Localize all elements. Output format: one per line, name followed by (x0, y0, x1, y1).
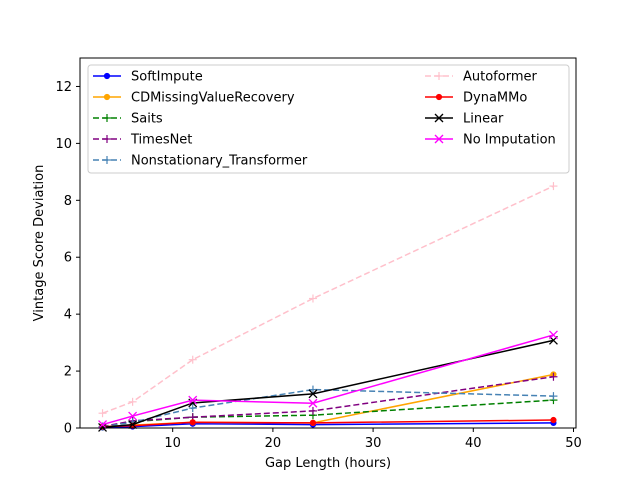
legend-item-timesnet: TimesNet (93, 133, 192, 148)
data-point-no-imputation (98, 420, 108, 430)
data-point-autoformer (308, 294, 317, 303)
legend-label: TimesNet (130, 133, 192, 148)
legend-label: CDMissingValueRecovery (131, 91, 295, 106)
legend: SoftImpute CDMissingValueRecovery Saits Tim… (87, 64, 570, 174)
series-no-imputation (98, 330, 558, 430)
x-tick-label: 20 (265, 436, 282, 451)
plot-frame (79, 57, 577, 429)
legend-marker (435, 93, 443, 101)
y-tick-label: 2 (64, 365, 72, 380)
legend-marker (103, 135, 111, 143)
legend-label: Saits (131, 112, 163, 127)
legend-marker (103, 114, 111, 122)
legend-marker (434, 134, 444, 144)
legend-item-cdmissingvaluerecovery: CDMissingValueRecovery (93, 91, 295, 106)
y-tick-label: 6 (64, 251, 72, 266)
legend-box (87, 64, 570, 174)
data-point-no-imputation (308, 398, 318, 408)
data-point-no-imputation (188, 395, 198, 405)
y-tick-label: 12 (55, 80, 72, 95)
legend-marker (103, 156, 111, 164)
y-axis-label: Vintage Score Deviation (32, 165, 47, 322)
legend-label: Nonstationary_Transformer (131, 154, 308, 169)
y-tick-label: 4 (64, 308, 72, 323)
data-point-linear (128, 420, 138, 430)
legend-item-linear: Linear (425, 112, 504, 127)
legend-item-saits: Saits (93, 112, 163, 127)
data-point-nonstationary-transformer (188, 404, 197, 413)
data-point-timesnet (549, 372, 558, 381)
data-point-linear (308, 389, 318, 399)
x-tick-label: 10 (164, 436, 181, 451)
series-timesnet (98, 372, 558, 431)
legend-label: SoftImpute (131, 70, 203, 85)
legend-item-softimpute: SoftImpute (93, 70, 203, 85)
legend-label: Linear (463, 112, 504, 127)
data-point-nonstationary-transformer (308, 385, 317, 394)
data-point-linear (98, 422, 108, 432)
legend-marker (103, 72, 111, 80)
x-axis-label: Gap Length (hours) (265, 456, 391, 471)
legend-label: DynaMMo (463, 91, 527, 106)
legend-label: Autoformer (463, 70, 537, 85)
data-point-dynammo (550, 416, 557, 424)
legend-marker (103, 93, 111, 101)
data-point-nonstationary-transformer (549, 392, 558, 401)
series-line-autoformer (102, 185, 554, 414)
data-point-dynammo (309, 419, 317, 426)
y-tick-label: 10 (55, 137, 72, 152)
data-point-no-imputation (128, 411, 138, 421)
y-tick-label: 0 (64, 422, 72, 437)
y-axis: 0 2 4 6 8 10 12 (55, 80, 80, 437)
x-axis: 10 20 30 40 50 (164, 428, 582, 451)
legend-item-nonstationary-transformer: Nonstationary_Transformer (93, 154, 308, 169)
series-autoformer (98, 182, 558, 418)
data-point-no-imputation (548, 330, 558, 340)
data-point-timesnet (308, 406, 317, 415)
series-linear (98, 335, 558, 432)
y-tick-label: 8 (64, 194, 72, 209)
legend-marker (434, 113, 444, 123)
legend-marker (435, 72, 443, 80)
legend-label: No Imputation (463, 133, 556, 148)
legend-item-dynammo: DynaMMo (425, 91, 527, 106)
legend-item-no-imputation: No Imputation (425, 133, 556, 148)
plot-series-layer (98, 182, 558, 432)
x-tick-label: 50 (565, 436, 582, 451)
data-point-autoformer (98, 409, 107, 418)
data-point-dynammo (189, 419, 196, 426)
series-softimpute (99, 419, 557, 431)
data-point-autoformer (128, 397, 137, 406)
legend-item-autoformer: Autoformer (425, 70, 537, 85)
x-tick-label: 30 (365, 436, 382, 451)
data-point-autoformer (549, 182, 558, 191)
data-point-autoformer (188, 355, 197, 364)
x-tick-label: 40 (465, 436, 482, 451)
